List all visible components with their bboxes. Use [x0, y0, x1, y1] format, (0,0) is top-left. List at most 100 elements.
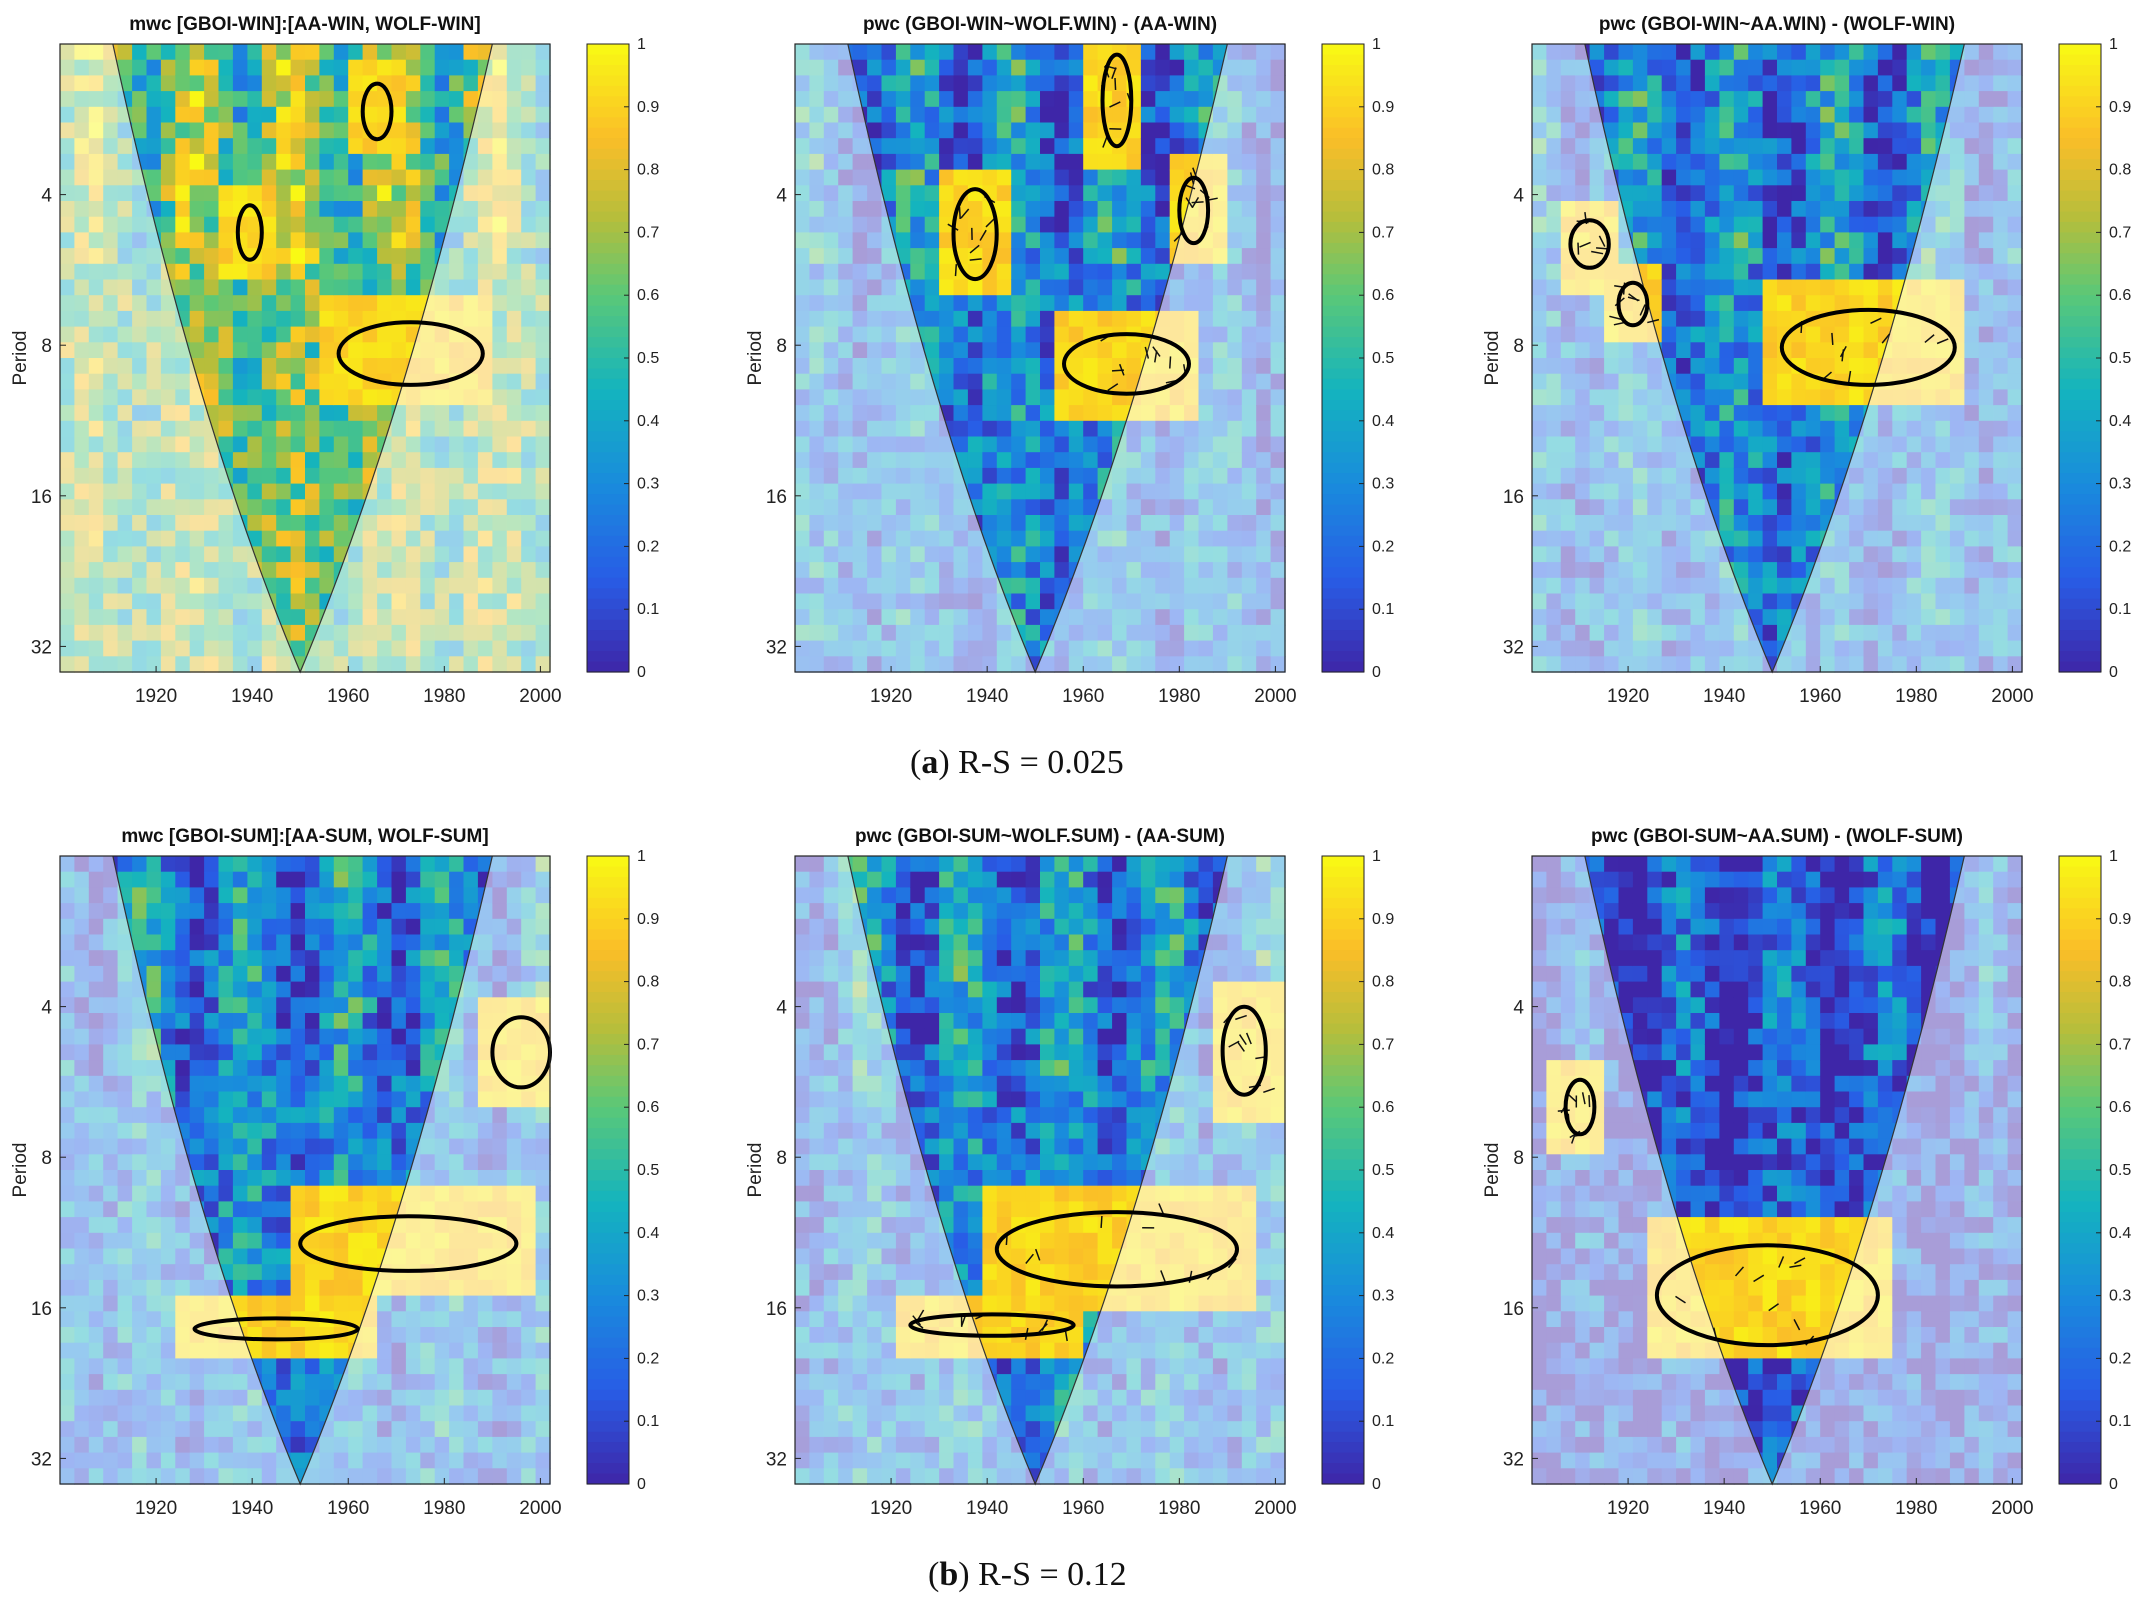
heatmap-cell — [1704, 405, 1720, 422]
heatmap-cell — [1040, 279, 1055, 296]
heatmap-cell — [1140, 153, 1156, 171]
heatmap-cell — [1748, 436, 1764, 453]
heatmap-cell — [405, 263, 421, 281]
heatmap-cell — [1892, 185, 1908, 202]
heatmap-cell — [1068, 106, 1084, 124]
heatmap-cell — [146, 965, 162, 983]
heatmap-cell — [1054, 389, 1070, 406]
heatmap-cell — [1025, 373, 1041, 390]
heatmap-cell — [146, 44, 162, 61]
panel-4: mwc [GBOI-SUM]:[AA-SUM, WOLF-SUM] 1920 194… — [0, 812, 720, 1532]
heatmap-cell — [967, 279, 983, 296]
heatmap-cell — [218, 1028, 234, 1045]
heatmap-cell — [895, 75, 911, 92]
heatmap-cell — [1704, 59, 1720, 76]
heatmap-cell — [924, 232, 940, 249]
heatmap-cell — [1140, 295, 1156, 312]
heatmap-cell — [1849, 310, 1865, 328]
heatmap-cell — [1040, 106, 1055, 124]
heatmap-cell — [232, 420, 248, 438]
heatmap-cell — [867, 122, 883, 139]
heatmap-cell — [146, 918, 162, 936]
heatmap-cell — [1719, 467, 1735, 485]
heatmap-cell — [434, 201, 450, 218]
heatmap-cell — [1040, 326, 1055, 343]
heatmap-cell — [939, 75, 955, 92]
heatmap-cell — [160, 965, 176, 983]
colorbar-swatch — [2059, 201, 2101, 213]
heatmap-cell — [1140, 263, 1156, 281]
heatmap-cell — [1834, 138, 1850, 155]
heatmap-cell — [1762, 499, 1778, 516]
heatmap-cell — [290, 310, 306, 328]
heatmap-cell — [146, 997, 162, 1014]
heatmap-cell — [1040, 310, 1055, 328]
heatmap-cell — [967, 358, 983, 375]
heatmap-cell — [1097, 169, 1113, 186]
heatmap-cell — [348, 279, 364, 296]
heatmap-cell — [290, 530, 306, 547]
heatmap-cell — [1011, 577, 1027, 595]
heatmap-cell — [1719, 515, 1735, 532]
colorbar-swatch — [2059, 148, 2101, 160]
heatmap-cell — [1040, 593, 1055, 610]
heatmap-cell — [1025, 342, 1041, 359]
heatmap-cell — [1184, 44, 1200, 61]
heatmap-cell — [232, 950, 248, 967]
colorbar-swatch — [2059, 253, 2101, 265]
heatmap-cell — [1892, 248, 1908, 265]
heatmap-cell — [1704, 248, 1720, 265]
heatmap-cell — [1676, 263, 1692, 281]
heatmap-cell — [1025, 153, 1041, 171]
heatmap-cell — [218, 44, 234, 61]
heatmap-cell — [405, 232, 421, 249]
heatmap-cell — [953, 91, 969, 108]
heatmap-cell — [290, 138, 306, 155]
colorbar-swatch — [1322, 284, 1364, 296]
heatmap-cell — [1097, 44, 1113, 61]
colorbar-swatch — [2059, 525, 2101, 537]
heatmap-cell — [319, 420, 335, 438]
heatmap-cell — [348, 122, 364, 139]
heatmap-cell — [1054, 153, 1070, 171]
heatmap-cell — [1834, 201, 1850, 218]
colorbar-swatch — [1322, 588, 1364, 600]
heatmap-cell — [1863, 153, 1879, 171]
heatmap-cell — [924, 279, 940, 296]
heatmap-cell — [1025, 483, 1041, 500]
heatmap-cell — [146, 138, 162, 155]
heatmap-cell — [1632, 232, 1648, 249]
heatmap-cell — [348, 499, 364, 516]
significance-contour — [1616, 280, 1650, 328]
heatmap-cell — [319, 405, 335, 422]
heatmap-cell — [463, 75, 479, 92]
heatmap-cell — [218, 856, 234, 873]
heatmap-cell — [247, 153, 263, 171]
heatmap-cell — [1155, 201, 1171, 218]
heatmap-cell — [420, 138, 436, 155]
heatmap-cell — [1863, 59, 1879, 76]
wavelet-chart-4: mwc [GBOI-SUM]:[AA-SUM, WOLF-SUM]1920 194… — [10, 826, 659, 1519]
heatmap-cell — [1097, 91, 1113, 108]
heatmap-cell — [204, 1170, 220, 1187]
colorbar-swatch — [2059, 619, 2101, 631]
heatmap-cell — [895, 44, 911, 61]
heatmap-cell — [434, 75, 450, 92]
heatmap-cell — [1025, 122, 1041, 139]
heatmap-cell — [160, 856, 176, 873]
heatmap-cell — [218, 75, 234, 92]
heatmap-cell — [276, 279, 292, 296]
heatmap-cell — [405, 169, 421, 186]
heatmap-cell — [1762, 405, 1778, 422]
heatmap-cell — [1704, 263, 1720, 281]
heatmap-cell — [175, 279, 191, 296]
heatmap-cell — [132, 91, 148, 108]
heatmap-cell — [232, 467, 248, 485]
heatmap-cell — [1040, 546, 1055, 563]
heatmap-cell — [1777, 577, 1792, 595]
heatmap-cell — [276, 326, 292, 343]
heatmap-cell — [348, 216, 364, 233]
colorbar-swatch — [1322, 159, 1364, 171]
heatmap-cell — [1083, 59, 1099, 76]
heatmap-cell — [1040, 609, 1055, 626]
